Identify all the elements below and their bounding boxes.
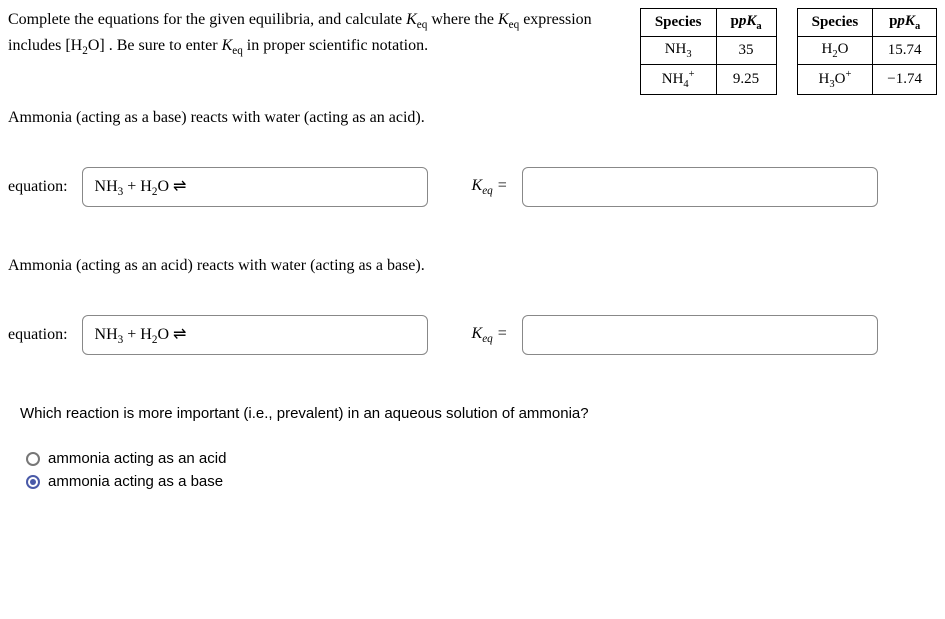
section-1-text: Ammonia (acting as a base) reacts with w…: [8, 109, 937, 127]
section-2-text: Ammonia (acting as an acid) reacts with …: [8, 257, 937, 275]
keq-label: Keq =: [472, 177, 508, 197]
keq-label: Keq =: [472, 325, 508, 345]
radio-icon: [26, 452, 40, 466]
table-cell: −1.74: [873, 65, 937, 95]
keq-2-input[interactable]: [522, 315, 878, 355]
table-cell: 15.74: [873, 37, 937, 65]
radio-option-acid[interactable]: ammonia acting as an acid: [26, 450, 937, 467]
equation-2-input[interactable]: NH3 + H2O ⇌: [82, 315, 428, 355]
table-cell: 35: [716, 37, 776, 65]
pka-table-2: Species ppKa H2O 15.74 H3O+ −1.74: [797, 8, 937, 95]
radio-option-base[interactable]: ammonia acting as a base: [26, 473, 937, 490]
table-header: ppKa: [873, 9, 937, 37]
equation-label: equation:: [8, 326, 68, 344]
table-header: ppKa: [716, 9, 776, 37]
table-cell: NH4+: [640, 65, 716, 95]
equation-label: equation:: [8, 178, 68, 196]
table-cell: NH3: [640, 37, 716, 65]
question-text: Which reaction is more important (i.e., …: [20, 405, 937, 422]
radio-label: ammonia acting as an acid: [48, 450, 226, 467]
table-header: Species: [797, 9, 873, 37]
equation-1-input[interactable]: NH3 + H2O ⇌: [82, 167, 428, 207]
table-cell: 9.25: [716, 65, 776, 95]
radio-icon: [26, 475, 40, 489]
table-header: Species: [640, 9, 716, 37]
keq-1-input[interactable]: [522, 167, 878, 207]
radio-label: ammonia acting as a base: [48, 473, 223, 490]
instructions-text: Complete the equations for the given equ…: [8, 8, 620, 60]
table-cell: H3O+: [797, 65, 873, 95]
pka-table-1: Species ppKa NH3 35 NH4+ 9.25: [640, 8, 777, 95]
table-cell: H2O: [797, 37, 873, 65]
